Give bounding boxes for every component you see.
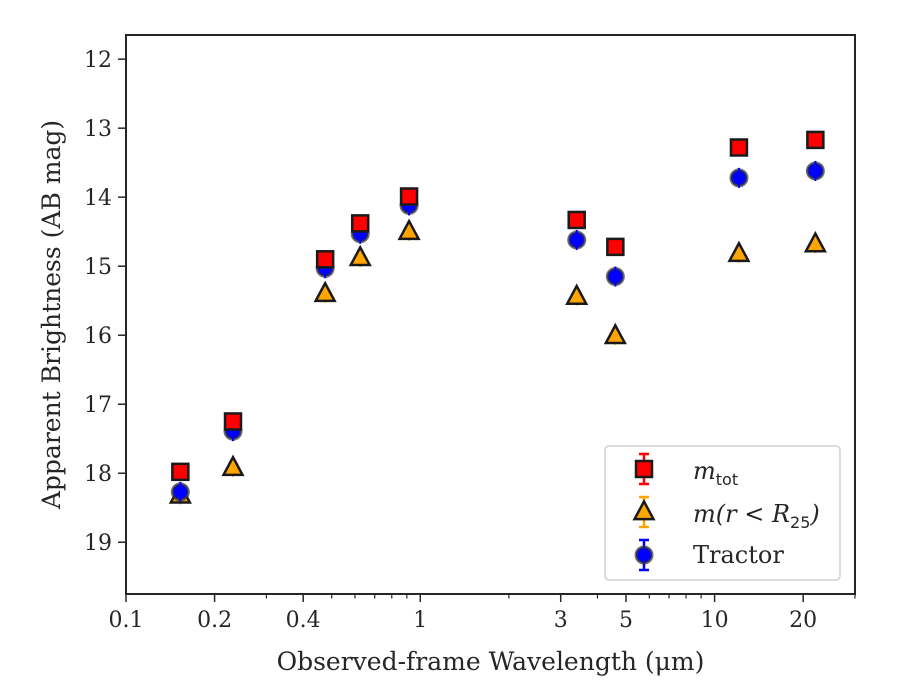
square-point [399, 187, 419, 206]
x-tick-label: 5 [619, 608, 633, 633]
data-points [168, 130, 827, 505]
legend-label-subscript: tot [716, 470, 738, 489]
legend-item-m-tot: mtot [634, 452, 738, 489]
square-point [606, 237, 625, 257]
x-tick-label: 0.2 [197, 608, 232, 633]
square-point [729, 138, 749, 157]
x-tick-label: 0.4 [286, 608, 321, 633]
triangle-point [603, 322, 627, 345]
legend-label-subscript: 25 [790, 513, 810, 532]
legend-triangle-marker [632, 498, 656, 521]
legend-label-main: m(r < R [693, 500, 790, 528]
legend: mtot m(r < R25) Tractor [604, 445, 841, 581]
y-tick-label: 12 [84, 48, 112, 73]
x-tick-label: 3 [554, 608, 568, 633]
legend-square-marker [634, 459, 654, 479]
triangle-point [313, 280, 337, 303]
legend-item-tractor: Tractor [634, 538, 784, 572]
y-tick-label: 16 [84, 324, 112, 349]
triangle-point [221, 454, 245, 477]
legend-label-m-r25: m(r < R25) [693, 500, 820, 532]
y-tick-label: 19 [84, 531, 112, 556]
series-triangle [168, 218, 827, 505]
y-axis-label: Apparent Brightness (AB mag) [37, 120, 66, 510]
square-point [223, 412, 243, 431]
plot-frame [125, 34, 856, 595]
triangle-point [565, 283, 589, 305]
legend-item-m-r25: m(r < R25) [632, 495, 820, 532]
y-tick-label: 14 [84, 186, 112, 211]
square-point [806, 130, 825, 150]
x-axis-label: Observed-frame Wavelength (μm) [277, 647, 705, 676]
square-point [171, 462, 190, 482]
x-tick-label: 20 [789, 608, 817, 633]
y-tick-label: 18 [84, 462, 112, 487]
triangle-point [803, 230, 827, 253]
triangle-point [348, 244, 372, 267]
legend-marker-triangle [632, 495, 656, 529]
y-tick-label: 15 [84, 255, 112, 280]
legend-label-tractor: Tractor [693, 541, 784, 569]
square-point [350, 214, 370, 233]
triangle-point [727, 240, 751, 263]
x-tick-label: 1 [413, 608, 427, 633]
legend-label-main: m [693, 457, 716, 485]
x-tick-label: 0.1 [109, 608, 144, 633]
legend-marker-square [634, 452, 654, 486]
square-point [567, 210, 586, 230]
legend-label-m-tot: mtot [693, 457, 738, 489]
series-square [171, 130, 825, 482]
square-point [315, 250, 335, 269]
legend-box [604, 445, 841, 581]
x-tick-label: 10 [701, 608, 729, 633]
legend-label-close: ) [809, 500, 819, 528]
legend-circle-marker [634, 545, 654, 565]
legend-marker-circle [634, 538, 654, 572]
y-tick-label: 13 [84, 117, 112, 142]
y-tick-label: 17 [84, 393, 112, 418]
triangle-point [397, 218, 421, 241]
